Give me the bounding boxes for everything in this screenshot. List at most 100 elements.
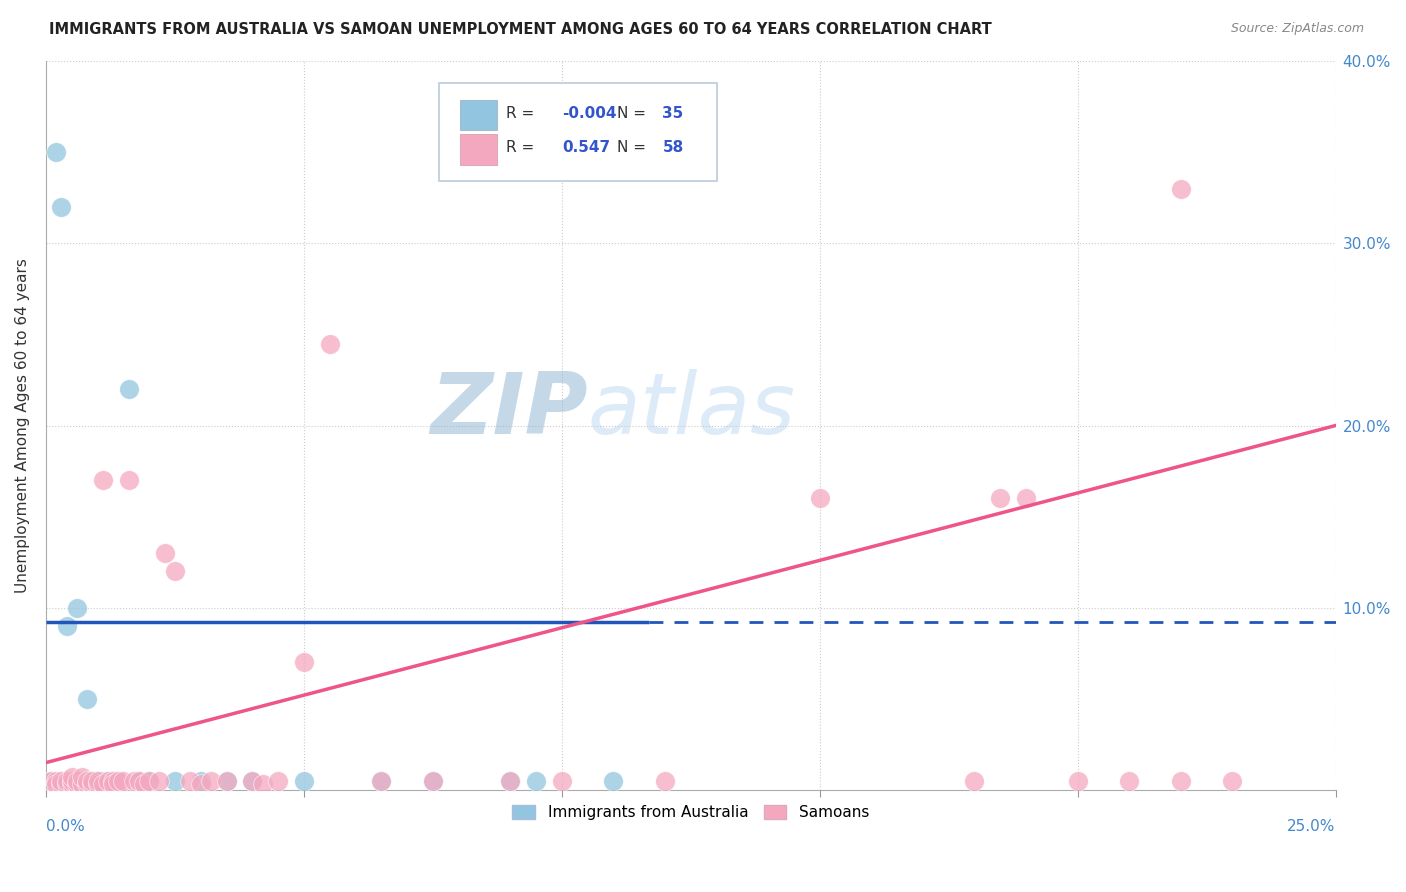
Point (292, 773, 315, 788)
Text: N =: N = (617, 140, 647, 155)
Point (163, 773, 186, 788)
Text: N =: N = (617, 106, 647, 121)
Point (66, 773, 89, 788)
Point (107, 773, 129, 788)
Text: Source: ZipAtlas.com: Source: ZipAtlas.com (1230, 22, 1364, 36)
Point (240, 773, 263, 788)
Point (82, 773, 104, 788)
Point (128, 773, 150, 788)
Point (51, 777, 73, 791)
Point (138, 773, 160, 788)
Legend: Immigrants from Australia, Samoans: Immigrants from Australia, Samoans (506, 798, 875, 826)
Text: ZIP: ZIP (430, 369, 588, 452)
Point (117, 382, 139, 396)
Point (91, 777, 114, 791)
Point (66, 600, 89, 615)
Y-axis label: Unemployment Among Ages 60 to 64 years: Unemployment Among Ages 60 to 64 years (15, 258, 30, 593)
Point (122, 773, 145, 788)
Point (200, 773, 222, 788)
Point (55, 773, 77, 788)
Point (1118, 773, 1140, 788)
Point (215, 773, 238, 788)
Point (86, 773, 108, 788)
Point (252, 777, 274, 791)
Point (45, 145, 67, 160)
Point (91, 473, 114, 487)
Point (60, 770, 83, 784)
Text: R =: R = (506, 106, 534, 121)
Point (70, 770, 93, 784)
Point (153, 546, 176, 560)
Point (60, 773, 83, 788)
Point (148, 773, 170, 788)
Point (524, 773, 547, 788)
Point (267, 773, 290, 788)
Point (215, 773, 238, 788)
Point (39, 773, 62, 788)
Text: 35: 35 (662, 106, 683, 121)
Point (1170, 182, 1192, 196)
Point (190, 773, 212, 788)
Point (1170, 773, 1192, 788)
Point (76, 773, 98, 788)
Point (988, 491, 1011, 506)
Point (60, 773, 83, 788)
Point (602, 773, 624, 788)
Point (963, 773, 986, 788)
Point (51, 773, 73, 788)
Point (66, 777, 89, 791)
Point (163, 564, 186, 578)
FancyBboxPatch shape (439, 83, 717, 181)
Point (51, 773, 73, 788)
Point (101, 773, 124, 788)
Point (1066, 773, 1088, 788)
Point (76, 691, 98, 706)
Text: R =: R = (506, 140, 534, 155)
Point (45, 773, 67, 788)
Point (101, 777, 124, 791)
Point (654, 773, 676, 788)
Text: 0.0%: 0.0% (46, 819, 84, 834)
Point (66, 773, 89, 788)
Point (76, 773, 98, 788)
Point (51, 200, 73, 214)
Point (318, 336, 340, 351)
Point (97, 773, 120, 788)
Point (190, 777, 212, 791)
Point (240, 773, 263, 788)
Point (86, 777, 108, 791)
Point (499, 773, 522, 788)
Point (128, 773, 150, 788)
Point (370, 773, 392, 788)
Point (101, 773, 124, 788)
Point (551, 773, 574, 788)
Text: -0.004: -0.004 (562, 106, 616, 121)
FancyBboxPatch shape (460, 100, 498, 130)
Point (91, 773, 114, 788)
Point (370, 773, 392, 788)
Text: 0.547: 0.547 (562, 140, 610, 155)
Point (76, 777, 98, 791)
Point (422, 773, 444, 788)
Point (292, 656, 315, 670)
Point (179, 773, 201, 788)
Point (70, 773, 93, 788)
Point (55, 773, 77, 788)
Point (60, 777, 83, 791)
Point (1015, 491, 1038, 506)
Text: atlas: atlas (588, 369, 796, 452)
Point (60, 773, 83, 788)
Point (499, 773, 522, 788)
Text: IMMIGRANTS FROM AUSTRALIA VS SAMOAN UNEMPLOYMENT AMONG AGES 60 TO 64 YEARS CORRE: IMMIGRANTS FROM AUSTRALIA VS SAMOAN UNEM… (49, 22, 993, 37)
Point (138, 773, 160, 788)
Point (55, 777, 77, 791)
FancyBboxPatch shape (460, 134, 498, 165)
Point (97, 773, 120, 788)
Point (86, 773, 108, 788)
Point (70, 777, 93, 791)
Point (132, 777, 155, 791)
Point (70, 773, 93, 788)
Point (86, 773, 108, 788)
Point (39, 773, 62, 788)
Point (1222, 773, 1244, 788)
